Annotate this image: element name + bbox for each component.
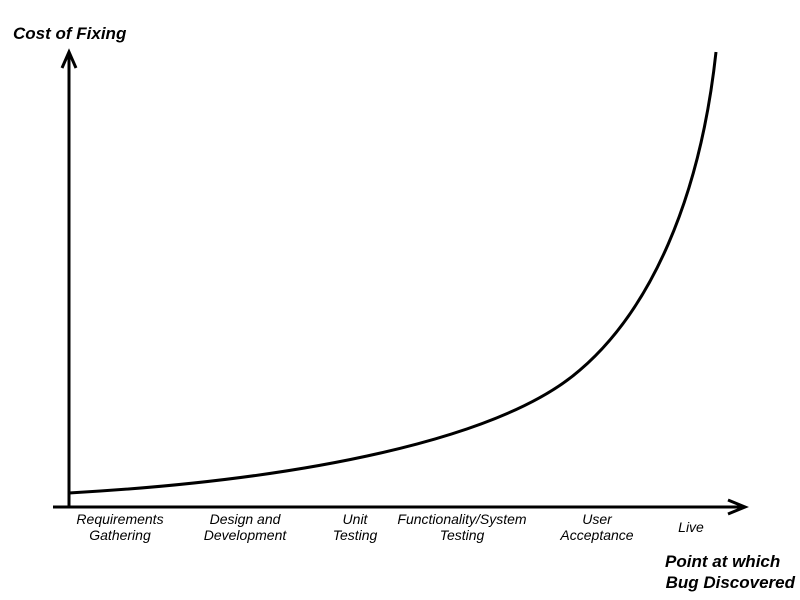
stage-label-line: User: [582, 511, 613, 527]
stage-label: User Acceptance: [559, 511, 633, 543]
stage-label-line: Functionality/System: [397, 511, 526, 527]
stage-label-line: Unit: [343, 511, 369, 527]
stage-label-line: Testing: [333, 527, 378, 543]
stage-label-line: Gathering: [89, 527, 151, 543]
stage-label: Requirements Gathering: [76, 511, 163, 543]
x-axis-label: Point at which Bug Discovered: [665, 552, 796, 592]
stage-label-line: Acceptance: [559, 527, 633, 543]
stage-label-line: Design and: [210, 511, 282, 527]
x-axis-arrow: [727, 498, 749, 516]
x-axis-label-line: Bug Discovered: [666, 573, 796, 592]
cost-curve: [68, 51, 718, 495]
x-axis-label-line: Point at which: [665, 552, 780, 571]
stage-label: Live: [678, 519, 704, 535]
stage-label-line: Requirements: [76, 511, 163, 527]
stage-label-line: Live: [678, 519, 704, 535]
stage-label: Functionality/System Testing: [397, 511, 526, 543]
stage-label-line: Testing: [440, 527, 485, 543]
stage-label: Unit Testing: [333, 511, 378, 543]
stage-label-line: Development: [204, 527, 288, 543]
stage-labels: Requirements Gathering Design and Developme…: [76, 511, 704, 543]
y-axis-label: Cost of Fixing: [13, 24, 127, 43]
y-axis-arrow: [60, 48, 78, 69]
stage-label: Design and Development: [204, 511, 288, 543]
